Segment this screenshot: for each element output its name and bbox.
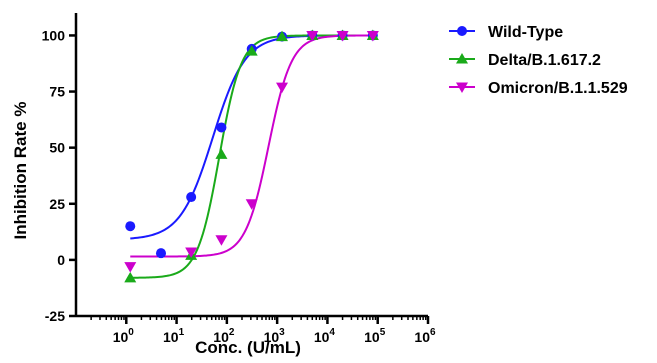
data-point <box>306 30 319 42</box>
x-tick-label: 103 <box>264 327 286 345</box>
legend-item: Delta/B.1.617.2 <box>449 52 601 69</box>
legend-label: Wild-Type <box>488 24 563 41</box>
tick-labels: -25 0 25 50 75 100 100 101 102 103 104 105 106 <box>42 27 436 345</box>
x-tick-label: 102 <box>213 327 235 345</box>
x-tick-label: 106 <box>414 327 436 345</box>
y-tick-label: -25 <box>45 308 65 324</box>
y-tick-label: 75 <box>49 84 65 100</box>
legend-marker <box>457 26 467 36</box>
legend-label: Delta/B.1.617.2 <box>488 52 601 69</box>
legend-marker <box>456 53 468 64</box>
x-tick-label: 105 <box>364 327 386 345</box>
x-axis-title: Conc. (U/mL) <box>195 338 301 357</box>
data-point <box>215 148 228 159</box>
legend: Wild-Type Delta/B.1.617.2 Omicron/B.1.1.52… <box>449 24 628 97</box>
data-point <box>336 30 349 42</box>
data-point <box>216 122 227 133</box>
data-point <box>215 235 228 246</box>
fit-curves <box>130 34 373 279</box>
data-point <box>185 247 198 259</box>
fit-curve-2 <box>130 34 373 279</box>
legend-label: Omicron/B.1.1.529 <box>488 80 628 97</box>
tick-marks <box>69 34 430 324</box>
data-point <box>245 45 258 56</box>
axes <box>74 13 428 318</box>
fit-curve-3 <box>130 34 373 258</box>
y-tick-label: 100 <box>42 27 66 43</box>
y-tick-label: 25 <box>49 196 65 212</box>
x-tick-label: 100 <box>113 327 135 345</box>
data-point <box>125 221 136 232</box>
x-tick-label: 104 <box>314 327 336 345</box>
legend-item: Omicron/B.1.1.529 <box>449 80 628 97</box>
legend-marker <box>456 82 468 93</box>
data-point <box>366 30 379 42</box>
data-point <box>276 82 289 94</box>
data-point <box>186 192 197 203</box>
x-tick-label: 101 <box>163 327 185 345</box>
y-tick-label: 50 <box>49 140 65 156</box>
data-point <box>276 30 289 42</box>
data-point <box>245 199 258 210</box>
legend-item: Wild-Type <box>449 24 563 41</box>
y-tick-label: 0 <box>57 252 65 268</box>
data-point <box>124 271 137 283</box>
data-point <box>124 262 137 273</box>
data-points <box>124 29 379 283</box>
data-point <box>155 248 166 259</box>
y-axis-title: Inhibition Rate % <box>11 102 30 240</box>
